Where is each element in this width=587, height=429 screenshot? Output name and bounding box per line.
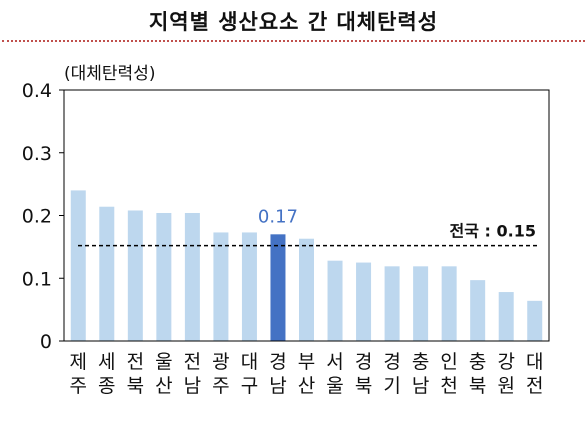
x-tick-label: 인: [440, 351, 457, 373]
bar: [156, 212, 172, 341]
title-divider: [2, 40, 585, 42]
x-tick-label: 전: [526, 375, 543, 397]
x-tick-label: 광: [212, 351, 229, 373]
x-tick-label: 전: [127, 351, 144, 373]
y-tick-label: 0.2: [22, 206, 52, 228]
x-tick-label: 전: [184, 351, 201, 373]
x-tick-label: 북: [127, 375, 144, 397]
x-tick-label: 충: [412, 351, 429, 373]
y-tick-label: 0: [40, 331, 52, 353]
x-tick-label: 기: [383, 375, 400, 397]
x-tick-label: 주: [70, 375, 87, 397]
highlight-value-label: 0.17: [258, 206, 298, 227]
y-tick-label: 0.4: [22, 80, 52, 102]
y-tick-label: 0.3: [22, 143, 52, 165]
y-tick-label: 0.1: [22, 268, 52, 290]
x-tick-label: 북: [355, 375, 372, 397]
x-tick-label: 남: [184, 375, 201, 397]
x-tick-label: 원: [497, 375, 514, 397]
x-tick-label: 남: [412, 375, 429, 397]
x-tick-label: 충: [469, 351, 486, 373]
x-tick-label: 울: [326, 375, 343, 397]
x-tick-label: 경: [355, 351, 372, 373]
x-tick-label: 울: [155, 351, 172, 373]
bar: [470, 280, 486, 341]
chart-title: 지역별 생산요소 간 대체탄력성: [148, 10, 439, 34]
x-tick-label: 부: [298, 351, 315, 373]
x-tick-label: 제: [70, 351, 87, 373]
x-tick-label: 산: [155, 375, 172, 397]
x-tick-label: 경: [269, 351, 286, 373]
bar: [99, 206, 115, 341]
x-tick-label: 남: [269, 375, 286, 397]
bar: [299, 238, 314, 341]
x-tick-label: 세: [98, 351, 115, 373]
x-tick-label: 강: [497, 351, 514, 373]
x-tick-label: 경: [383, 351, 400, 373]
bar: [184, 212, 200, 341]
bar: [413, 266, 429, 341]
x-tick-label: 북: [469, 375, 486, 397]
bar: [127, 210, 143, 341]
x-tick-label: 대: [241, 351, 258, 373]
bar: [213, 232, 229, 341]
y-axis-label: (대체탄력성): [64, 64, 155, 84]
x-tick-label: 구: [241, 375, 258, 397]
bar: [498, 292, 514, 341]
bar: [384, 266, 400, 341]
bar-highlight: [270, 234, 286, 341]
bar: [70, 190, 86, 341]
x-tick-label: 천: [440, 375, 457, 397]
x-tick-label: 주: [212, 375, 229, 397]
bar: [327, 260, 343, 341]
x-tick-label: 대: [526, 351, 543, 373]
x-tick-label: 산: [298, 375, 315, 397]
bar: [441, 266, 457, 341]
national-reference-label: 전국 : 0.15: [450, 222, 536, 241]
bar: [356, 262, 372, 341]
x-tick-label: 종: [98, 375, 115, 397]
x-tick-label: 서: [326, 351, 343, 373]
bar: [527, 300, 543, 341]
bar: [241, 232, 257, 341]
